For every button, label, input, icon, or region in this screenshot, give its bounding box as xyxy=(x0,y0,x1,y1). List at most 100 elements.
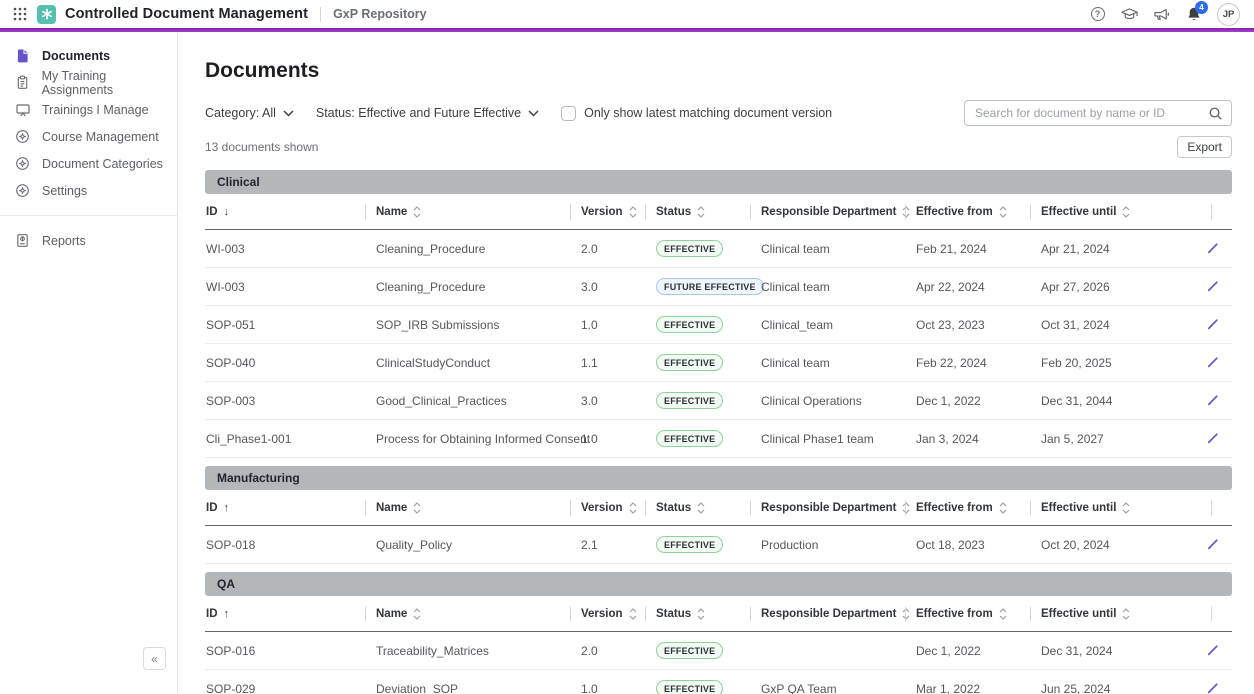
graduation-cap-icon[interactable] xyxy=(1121,6,1138,23)
edit-icon[interactable] xyxy=(1204,535,1222,553)
table-row[interactable]: SOP-029Deviation_SOP1.0EFFECTIVEGxP QA T… xyxy=(205,670,1232,694)
latest-version-filter: Only show latest matching document versi… xyxy=(561,106,832,121)
column-header-id[interactable]: ID↑ xyxy=(205,502,365,514)
cell-id: SOP-051 xyxy=(205,318,365,332)
edit-icon[interactable] xyxy=(1204,353,1222,371)
sidebar-item-my-training-assignments[interactable]: My Training Assignments xyxy=(0,69,177,96)
help-glyph: ? xyxy=(1091,7,1105,21)
table-row[interactable]: SOP-003Good_Clinical_Practices3.0EFFECTI… xyxy=(205,382,1232,420)
cell-effective-until: Dec 31, 2024 xyxy=(1030,644,1155,658)
edit-icon[interactable] xyxy=(1204,429,1222,447)
avatar[interactable]: JP xyxy=(1217,3,1240,26)
sort-icon xyxy=(413,608,421,620)
app-launcher-icon[interactable] xyxy=(12,6,28,22)
table-row[interactable]: WI-003Cleaning_Procedure3.0FUTURE EFFECT… xyxy=(205,268,1232,306)
column-header-effective-from[interactable]: Effective from xyxy=(905,206,1030,218)
sidebar-divider xyxy=(0,215,177,216)
cell-department: Clinical_team xyxy=(750,318,905,332)
sort-icon xyxy=(413,206,421,218)
workspace-name: GxP Repository xyxy=(333,7,427,21)
cell-actions xyxy=(1193,641,1232,660)
column-header-version[interactable]: Version xyxy=(570,608,645,620)
table-row[interactable]: SOP-016Traceability_Matrices2.0EFFECTIVE… xyxy=(205,632,1232,670)
cell-version: 1.1 xyxy=(570,356,645,370)
sidebar-item-documents[interactable]: Documents xyxy=(0,42,177,69)
sort-icon xyxy=(697,206,705,218)
table-header-row: ID ↑ NameVersionStatusResponsible Departme… xyxy=(205,596,1232,632)
document-table: ClinicalID↓NameVersionStatusResponsible … xyxy=(205,170,1232,694)
sidebar-item-label: Documents xyxy=(42,49,110,63)
column-label: ID xyxy=(206,608,218,620)
gear-icon xyxy=(15,183,31,199)
sidebar-item-trainings-i-manage[interactable]: Trainings I Manage xyxy=(0,96,177,123)
column-header-responsible-department[interactable]: Responsible Department xyxy=(750,608,905,620)
edit-icon[interactable] xyxy=(1204,277,1222,295)
section-manufacturing: ManufacturingID↑NameVersionStatusRespons… xyxy=(205,466,1232,564)
edit-icon[interactable] xyxy=(1204,239,1222,257)
column-label: Name xyxy=(376,502,407,514)
edit-icon[interactable] xyxy=(1204,679,1222,694)
column-header-status[interactable]: Status xyxy=(645,502,750,514)
column-header-effective-until[interactable]: Effective until xyxy=(1030,608,1155,620)
search-input[interactable] xyxy=(975,106,1208,120)
column-header-version[interactable]: Version xyxy=(570,502,645,514)
table-row[interactable]: SOP-040ClinicalStudyConduct1.1EFFECTIVEC… xyxy=(205,344,1232,382)
latest-version-checkbox[interactable] xyxy=(561,106,576,121)
sidebar-item-label: My Training Assignments xyxy=(42,69,177,97)
status-filter-dropdown[interactable]: Status: Effective and Future Effective xyxy=(316,106,539,120)
cell-status: FUTURE EFFECTIVE xyxy=(645,278,750,295)
cell-department: Production xyxy=(750,538,905,552)
status-badge: EFFECTIVE xyxy=(656,316,723,333)
cell-department: Clinical team xyxy=(750,280,905,294)
column-header-status[interactable]: Status xyxy=(645,608,750,620)
edit-icon[interactable] xyxy=(1204,391,1222,409)
count-row: 13 documents shown Export xyxy=(205,136,1232,158)
sort-icon xyxy=(413,502,421,514)
app-logo-icon[interactable] xyxy=(37,5,56,24)
column-header-name[interactable]: Name xyxy=(365,502,570,514)
cell-status: EFFECTIVE xyxy=(645,430,750,447)
presentation-icon xyxy=(15,102,31,118)
column-header-name[interactable]: Name xyxy=(365,206,570,218)
column-label: Effective until xyxy=(1041,502,1116,514)
notification-badge: 4 xyxy=(1195,1,1208,14)
cell-name: Good_Clinical_Practices xyxy=(365,394,570,408)
table-row[interactable]: Cli_Phase1-001Process for Obtaining Info… xyxy=(205,420,1232,458)
column-header-effective-until[interactable]: Effective until xyxy=(1030,502,1155,514)
column-header-id[interactable]: ID↓ xyxy=(205,206,365,218)
cell-actions xyxy=(1193,315,1232,334)
column-header-effective-until[interactable]: Effective until xyxy=(1030,206,1155,218)
edit-icon[interactable] xyxy=(1204,315,1222,333)
cell-effective-from: Feb 22, 2024 xyxy=(905,356,1030,370)
column-header-effective-from[interactable]: Effective from xyxy=(905,502,1030,514)
column-header-effective-from[interactable]: Effective from xyxy=(905,608,1030,620)
notifications-bell-icon[interactable]: 4 xyxy=(1185,6,1202,23)
column-header-responsible-department[interactable]: Responsible Department xyxy=(750,206,905,218)
column-header-name[interactable]: Name xyxy=(365,608,570,620)
category-filter-dropdown[interactable]: Category: All xyxy=(205,106,294,120)
column-header-version[interactable]: Version xyxy=(570,206,645,218)
help-icon[interactable]: ? xyxy=(1089,6,1106,23)
edit-icon[interactable] xyxy=(1204,641,1222,659)
sidebar-item-reports[interactable]: Reports xyxy=(0,227,177,254)
sidebar-item-course-management[interactable]: Course Management xyxy=(0,123,177,150)
document-icon xyxy=(15,48,31,64)
column-header-responsible-department[interactable]: Responsible Department xyxy=(750,502,905,514)
export-button[interactable]: Export xyxy=(1177,136,1232,158)
table-header-row: ID↓NameVersionStatusResponsible Departme… xyxy=(205,194,1232,230)
column-header-status[interactable]: Status xyxy=(645,206,750,218)
cell-department: Clinical Operations xyxy=(750,394,905,408)
megaphone-icon[interactable] xyxy=(1153,6,1170,23)
cell-actions xyxy=(1193,353,1232,372)
sidebar-collapse-button[interactable]: « xyxy=(143,647,166,670)
search-icon[interactable] xyxy=(1208,106,1223,121)
column-header-id[interactable]: ID ↑ xyxy=(205,608,365,620)
table-row[interactable]: WI-003Cleaning_Procedure2.0EFFECTIVEClin… xyxy=(205,230,1232,268)
table-row[interactable]: SOP-051SOP_IRB Submissions1.0EFFECTIVECl… xyxy=(205,306,1232,344)
sidebar-item-settings[interactable]: Settings xyxy=(0,177,177,204)
sidebar-item-document-categories[interactable]: Document Categories xyxy=(0,150,177,177)
sort-arrow-icon: ↑ xyxy=(224,608,230,620)
status-badge: EFFECTIVE xyxy=(656,354,723,371)
table-row[interactable]: SOP-018Quality_Policy2.1EFFECTIVEProduct… xyxy=(205,526,1232,564)
cell-status: EFFECTIVE xyxy=(645,354,750,371)
